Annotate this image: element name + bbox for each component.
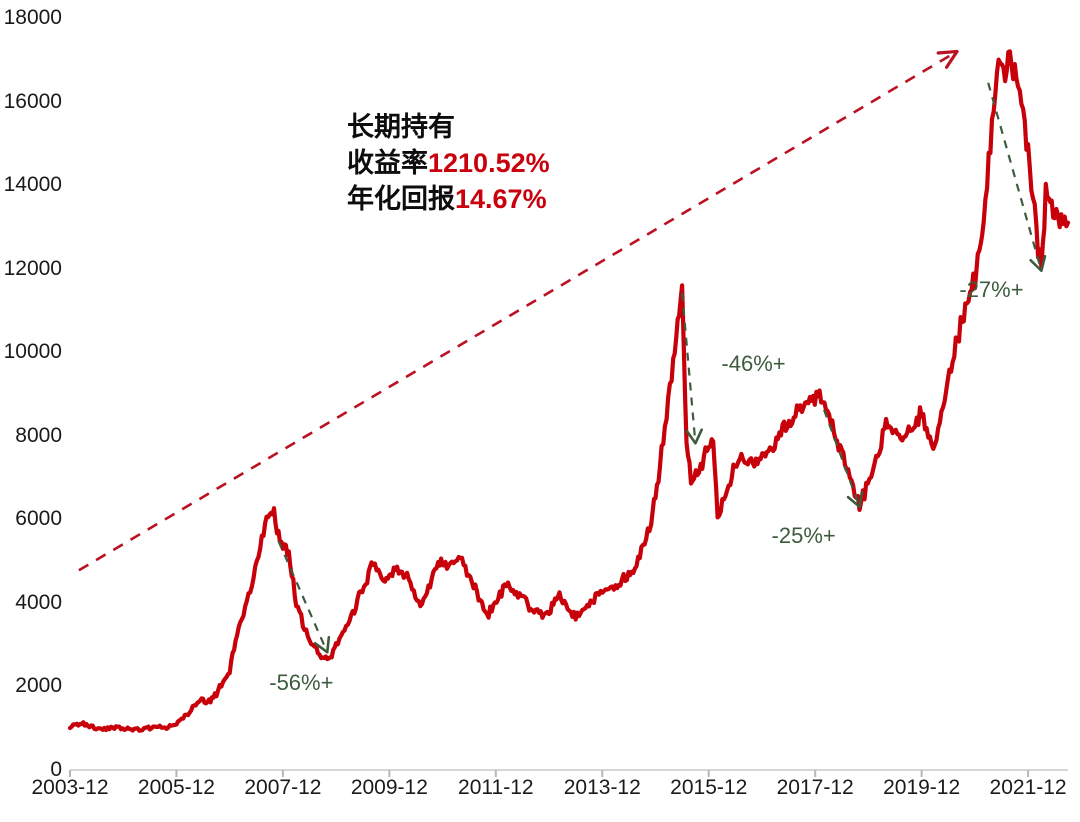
- drawdown-arrow-line--46%+: [681, 292, 697, 444]
- callout-annualized-value: 14.67%: [455, 183, 547, 214]
- drawdown-arrow-line--56%+: [277, 540, 329, 653]
- drawdown-arrowhead--56%+: [313, 635, 331, 654]
- y-tick-label-18000: 18000: [3, 6, 62, 29]
- series-path-index: [67, 49, 1071, 733]
- drawdown-arrowhead--27%+: [1029, 254, 1047, 273]
- y-tick-label-2000: 2000: [15, 674, 62, 698]
- y-tick-label-4000: 4000: [15, 590, 62, 614]
- y-tick-label-14000: 14000: [3, 173, 62, 197]
- drawdown-arrowhead--46%+: [685, 428, 703, 445]
- drawdown-arrows: [277, 82, 1047, 654]
- callout-return-label: 收益率: [347, 147, 428, 178]
- y-tick-label-8000: 8000: [15, 423, 62, 447]
- performance-callout: 长期持有 收益率1210.52% 年化回报14.67%: [347, 110, 550, 218]
- x-tick-label-2015-12: 2015-12: [670, 776, 748, 799]
- callout-hold-label: 长期持有: [347, 112, 455, 142]
- trendline-arrow: [78, 49, 959, 572]
- y-tick-label-0: 0: [50, 758, 62, 781]
- y-tick-label-6000: 6000: [15, 507, 62, 531]
- x-tick-label-2005-12: 2005-12: [137, 776, 215, 799]
- callout-line-return: 收益率1210.52%: [347, 146, 550, 182]
- y-axis-labels: 0 2000 4000 6000 8000 10000 12000 14000 16000 180…: [0, 0, 62, 822]
- callout-return-value: 1210.52%: [428, 147, 550, 178]
- y-tick-label-10000: 10000: [3, 340, 62, 364]
- trendline-dashed: [78, 50, 958, 572]
- price-series-line: [67, 49, 1071, 733]
- y-tick-label-12000: 12000: [3, 256, 62, 280]
- callout-line-annualized: 年化回报14.67%: [347, 182, 550, 218]
- x-tick-label-2017-12: 2017-12: [776, 776, 854, 799]
- drawdown-label--27%+: -27%+: [959, 276, 1024, 302]
- x-tick-label-2021-12: 2021-12: [989, 776, 1067, 799]
- x-tick-label-2019-12: 2019-12: [883, 776, 961, 799]
- callout-line-hold: 长期持有: [347, 110, 550, 146]
- x-tick-label-2013-12: 2013-12: [563, 776, 641, 799]
- x-axis: [69, 769, 1068, 777]
- y-tick-label-16000: 16000: [3, 89, 62, 113]
- drawdown-arrowhead--25%+: [846, 490, 864, 509]
- trendline-arrowhead: [936, 49, 959, 69]
- x-tick-label-2011-12: 2011-12: [458, 776, 534, 799]
- drawdown-label--25%+: -25%+: [771, 522, 836, 548]
- drawdown-arrow-line--27%+: [987, 82, 1043, 272]
- callout-annualized-label: 年化回报: [347, 183, 455, 214]
- drawdown-arrow-line--25%+: [823, 409, 861, 508]
- x-tick-label-2003-12: 2003-12: [31, 776, 109, 799]
- x-tick-label-2007-12: 2007-12: [244, 776, 322, 799]
- drawdown-label--46%+: -46%+: [721, 351, 786, 377]
- drawdown-label--56%+: -56%+: [269, 670, 334, 696]
- x-tick-label-2009-12: 2009-12: [350, 776, 428, 799]
